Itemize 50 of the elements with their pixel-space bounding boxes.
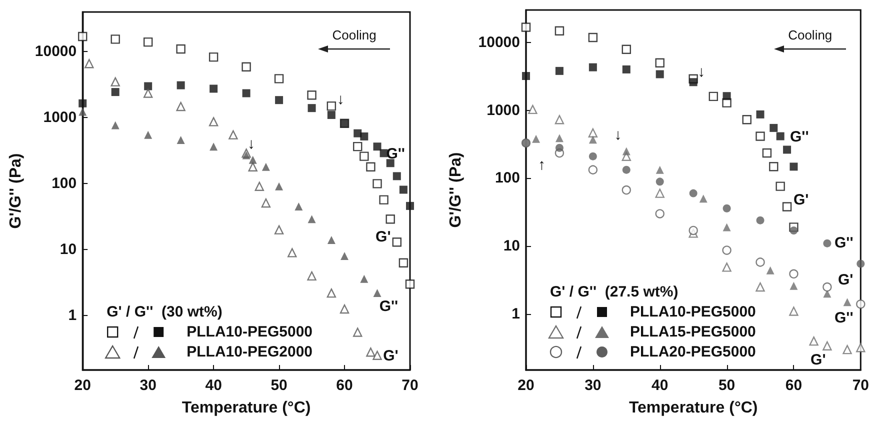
- y-tick-label: 10000: [478, 34, 520, 51]
- x-axis-title: Temperature (°C): [628, 400, 758, 416]
- legend-label: PLLA10-PEG5000: [630, 304, 756, 320]
- x-tick-label: 30: [584, 377, 602, 394]
- y-tick-label: 10: [60, 241, 77, 258]
- legend-title: G' / G'' (30 wt%): [106, 304, 222, 320]
- x-tick-label: 60: [785, 377, 802, 394]
- annotation: G': [810, 351, 826, 368]
- x-tick-label: 20: [74, 377, 91, 394]
- y-tick-label: 1000: [486, 102, 520, 119]
- legend-label: PLLA10-PEG2000: [186, 344, 312, 360]
- annotation: ↓: [614, 126, 622, 144]
- y-tick-label: 1: [68, 307, 77, 324]
- y-tick-label: 100: [494, 170, 520, 187]
- annotation: G': [793, 192, 809, 209]
- annotation: ↓: [698, 63, 706, 80]
- legend-label: PLLA10-PEG5000: [186, 324, 312, 340]
- y-axis-title: G'/G'' (Pa): [448, 152, 464, 228]
- annotation: G'': [834, 310, 854, 327]
- y-tick-label: 10: [503, 238, 520, 255]
- annotation: G': [838, 272, 854, 288]
- x-axis-title: Temperature (°C): [182, 400, 311, 416]
- x-tick-label: 60: [336, 377, 353, 394]
- x-tick-label: 70: [852, 377, 869, 394]
- x-tick-label: 50: [718, 377, 736, 394]
- x-tick-label: 30: [140, 377, 156, 394]
- y-tick-label: 1: [512, 306, 520, 323]
- annotation: G': [383, 348, 398, 365]
- y-tick-label: 100: [52, 175, 77, 192]
- y-axis-title: G'/G'' (Pa): [8, 153, 24, 229]
- y-tick-label: 10000: [34, 43, 77, 60]
- annotation: ↓: [336, 90, 344, 108]
- annotation: G': [376, 228, 391, 246]
- annotation: G'': [386, 146, 405, 163]
- x-tick-label: 40: [652, 377, 668, 394]
- annotation: ↓: [247, 136, 255, 153]
- x-tick-label: 20: [518, 377, 534, 394]
- annotation: ↑: [538, 156, 546, 174]
- x-tick-label: 40: [205, 377, 222, 394]
- y-tick-label: 1000: [43, 109, 77, 126]
- annotation: G'': [790, 128, 809, 146]
- annotation: G'': [834, 234, 854, 252]
- legend-title: G' / G'' (27.5 wt%): [550, 284, 678, 300]
- annotation: Cooling: [788, 27, 832, 42]
- legend-label: PLLA20-PEG5000: [630, 344, 756, 360]
- legend-label: PLLA15-PEG5000: [630, 324, 756, 340]
- annotation: Cooling: [332, 27, 376, 42]
- x-tick-label: 50: [270, 377, 288, 394]
- x-tick-label: 70: [402, 377, 418, 394]
- annotation: G'': [379, 298, 398, 315]
